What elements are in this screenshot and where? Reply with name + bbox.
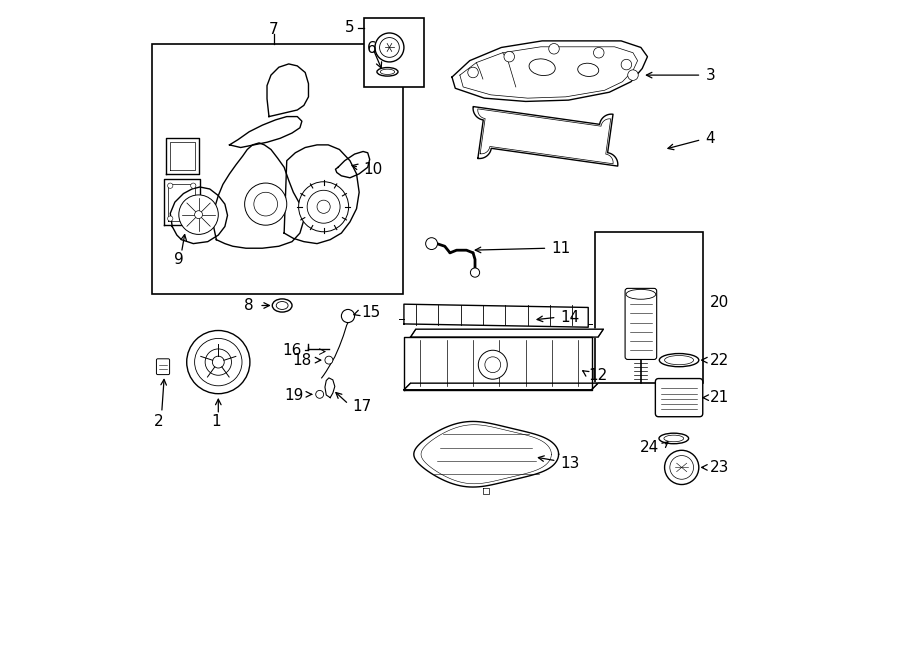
Circle shape bbox=[205, 349, 231, 375]
Text: 24: 24 bbox=[640, 440, 660, 455]
Circle shape bbox=[179, 195, 219, 235]
Polygon shape bbox=[170, 187, 228, 244]
Circle shape bbox=[191, 216, 196, 221]
Circle shape bbox=[621, 59, 632, 70]
Polygon shape bbox=[404, 337, 591, 390]
Polygon shape bbox=[267, 64, 309, 116]
Ellipse shape bbox=[380, 69, 395, 75]
Polygon shape bbox=[414, 422, 559, 487]
Circle shape bbox=[167, 216, 173, 221]
Polygon shape bbox=[404, 383, 598, 390]
Circle shape bbox=[664, 450, 698, 485]
Polygon shape bbox=[166, 137, 199, 174]
Circle shape bbox=[191, 183, 196, 188]
Polygon shape bbox=[230, 116, 302, 147]
Bar bbox=[152, 44, 402, 294]
Polygon shape bbox=[213, 143, 304, 249]
Ellipse shape bbox=[664, 356, 694, 365]
Circle shape bbox=[245, 183, 287, 225]
Circle shape bbox=[375, 33, 404, 62]
Circle shape bbox=[549, 44, 559, 54]
Circle shape bbox=[194, 338, 242, 386]
Text: 4: 4 bbox=[706, 131, 715, 146]
Text: 13: 13 bbox=[561, 456, 580, 471]
Bar bbox=[595, 232, 704, 383]
Polygon shape bbox=[473, 106, 617, 166]
Circle shape bbox=[485, 357, 500, 373]
Circle shape bbox=[317, 200, 330, 214]
Text: 8: 8 bbox=[244, 298, 254, 313]
FancyBboxPatch shape bbox=[655, 379, 703, 416]
Ellipse shape bbox=[273, 299, 292, 312]
Text: 18: 18 bbox=[292, 352, 311, 368]
Text: 2: 2 bbox=[154, 414, 164, 429]
Circle shape bbox=[186, 330, 250, 394]
FancyBboxPatch shape bbox=[157, 359, 169, 375]
Circle shape bbox=[471, 268, 480, 277]
Ellipse shape bbox=[578, 63, 599, 77]
Text: 15: 15 bbox=[361, 305, 381, 319]
Polygon shape bbox=[325, 378, 335, 398]
Circle shape bbox=[307, 190, 340, 223]
Ellipse shape bbox=[529, 59, 555, 75]
Text: 16: 16 bbox=[283, 343, 302, 358]
Circle shape bbox=[316, 391, 324, 399]
Text: 3: 3 bbox=[706, 67, 716, 83]
Ellipse shape bbox=[659, 433, 688, 444]
Text: 17: 17 bbox=[353, 399, 372, 414]
Circle shape bbox=[593, 48, 604, 58]
Circle shape bbox=[299, 182, 348, 232]
Circle shape bbox=[254, 192, 277, 216]
Circle shape bbox=[627, 70, 638, 81]
Circle shape bbox=[670, 455, 694, 479]
Text: 20: 20 bbox=[710, 295, 729, 311]
Circle shape bbox=[504, 52, 515, 62]
Circle shape bbox=[194, 211, 202, 219]
Circle shape bbox=[341, 309, 355, 323]
Circle shape bbox=[167, 183, 173, 188]
Circle shape bbox=[380, 38, 400, 58]
Polygon shape bbox=[336, 151, 370, 178]
Polygon shape bbox=[284, 145, 359, 244]
Text: 10: 10 bbox=[363, 162, 382, 176]
FancyBboxPatch shape bbox=[626, 288, 657, 360]
Ellipse shape bbox=[664, 435, 684, 442]
Text: 7: 7 bbox=[269, 22, 278, 36]
Text: 19: 19 bbox=[284, 387, 304, 403]
Text: 6: 6 bbox=[367, 41, 377, 56]
Text: 9: 9 bbox=[174, 252, 184, 267]
Polygon shape bbox=[452, 41, 647, 101]
Text: 12: 12 bbox=[589, 368, 608, 383]
Ellipse shape bbox=[626, 290, 656, 299]
Ellipse shape bbox=[276, 301, 288, 309]
Circle shape bbox=[426, 238, 437, 250]
Text: 11: 11 bbox=[552, 241, 571, 256]
Polygon shape bbox=[404, 304, 589, 327]
Text: 22: 22 bbox=[710, 352, 729, 368]
Circle shape bbox=[468, 67, 478, 78]
Polygon shape bbox=[164, 179, 200, 225]
Ellipse shape bbox=[660, 354, 698, 367]
Circle shape bbox=[212, 356, 224, 368]
Bar bbox=[364, 18, 424, 87]
Text: 5: 5 bbox=[345, 20, 355, 35]
Text: 1: 1 bbox=[212, 414, 221, 429]
Circle shape bbox=[478, 350, 508, 379]
Polygon shape bbox=[410, 329, 603, 337]
Circle shape bbox=[325, 356, 333, 364]
Text: 21: 21 bbox=[710, 390, 729, 405]
Text: 14: 14 bbox=[561, 310, 580, 325]
Text: 23: 23 bbox=[710, 460, 729, 475]
Ellipse shape bbox=[377, 67, 398, 76]
